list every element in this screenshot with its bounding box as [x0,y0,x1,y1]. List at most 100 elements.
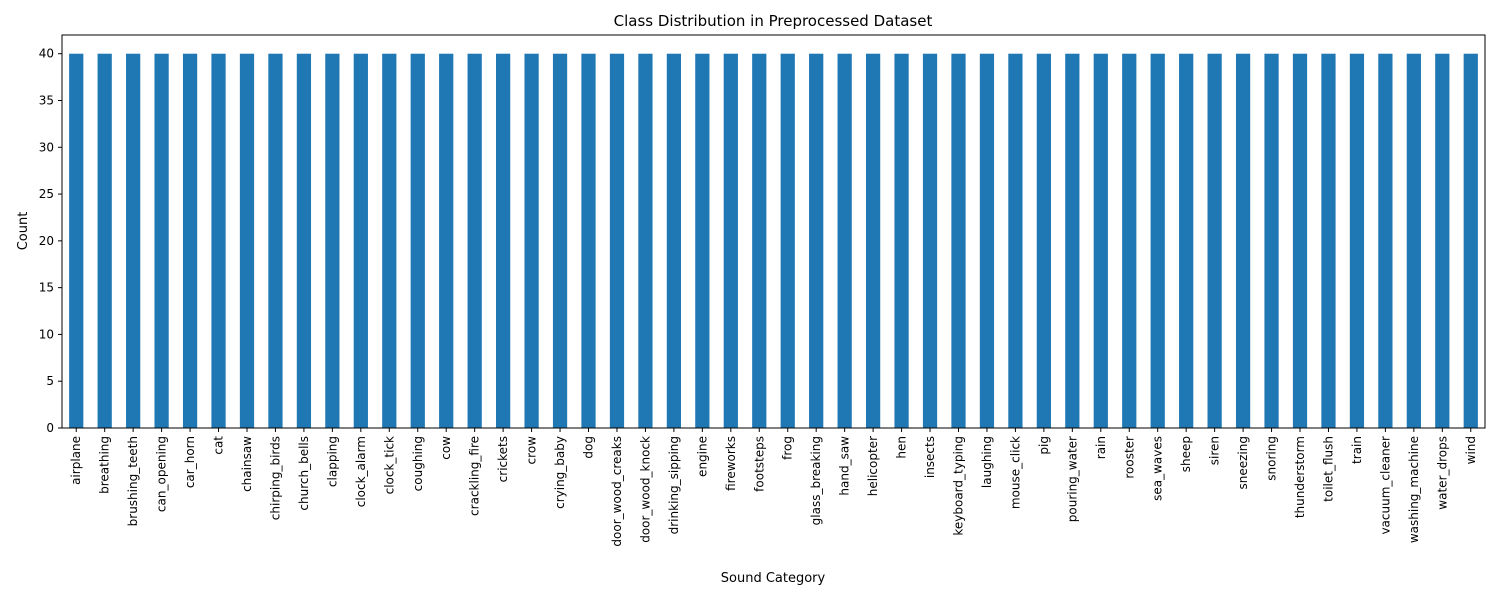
bar-rooster [1122,53,1137,428]
x-tick-label: hen [895,436,909,459]
x-tick-label: door_wood_knock [638,436,652,543]
bar-brushing_teeth [126,53,141,428]
y-axis: 0 5 10 15 20 25 30 35 40 [39,47,62,435]
x-tick-label: fireworks [724,436,738,491]
bar-chirping_birds [268,53,283,428]
x-tick-label: washing_machine [1407,436,1421,543]
bar-dog [581,53,596,428]
bar-glass_breaking [809,53,824,428]
bar-sheep [1179,53,1194,428]
x-tick-label: helicopter [866,436,880,496]
x-tick-label: thunderstorm [1293,436,1307,518]
bar-door_wood_knock [638,53,653,428]
x-tick-label: vacuum_cleaner [1378,436,1392,535]
bar-chainsaw [239,53,255,428]
bar-footsteps [752,53,767,428]
x-tick-label: frog [781,436,795,460]
x-tick-label: rooster [1122,436,1136,479]
x-tick-label: water_drops [1435,436,1449,510]
bar-thunderstorm [1292,53,1308,428]
bar-rain [1093,53,1108,428]
x-tick-label: footsteps [752,436,766,492]
y-tick-label: 35 [39,94,54,108]
bar-snoring [1264,53,1279,428]
x-tick-label: sheep [1179,436,1193,472]
x-tick-label: cat [212,436,226,455]
bar-airplane [69,53,84,428]
y-tick-label: 5 [46,374,54,388]
x-tick-label: engine [695,436,709,477]
x-tick-label: can_opening [155,436,169,512]
bar-hen [894,53,909,428]
bar-hand_saw [837,53,852,428]
bar-crying_baby [552,53,568,428]
x-axis-label: Sound Category [721,571,826,586]
x-tick-label: siren [1208,436,1222,465]
x-tick-label: cow [439,436,453,460]
bar-drinking_sipping [666,53,682,428]
y-axis-label: Count [16,212,31,251]
bar-door_wood_creaks [609,53,625,428]
x-tick-label: crying_baby [553,436,567,509]
x-tick-label: toilet_flush [1321,436,1335,502]
bar-cow [439,53,454,428]
bar-keyboard_typing [951,53,966,428]
x-tick-label: mouse_click [1008,436,1022,509]
bar-breathing [97,53,112,428]
y-tick-label: 30 [39,140,54,154]
bar-washing_machine [1406,53,1421,428]
x-tick-label: keyboard_typing [951,436,965,536]
x-tick-label: sea_waves [1151,436,1165,501]
bar-sea_waves [1150,53,1165,428]
bar-insects [922,53,938,428]
x-tick-label: crow [525,436,539,465]
bar-cat [211,53,226,428]
bar-church_bells [296,53,312,428]
x-tick-label: drinking_sipping [667,436,681,534]
plot-frame [61,34,1486,429]
x-tick-label: rain [1094,436,1108,459]
bar-siren [1207,53,1222,428]
bar-clock_tick [382,53,397,428]
x-tick-label: church_bells [297,436,311,511]
bar-crackling_fire [467,53,482,428]
x-tick-label: insects [923,436,937,478]
y-tick-label: 10 [39,327,54,341]
x-tick-label: door_wood_creaks [610,436,624,547]
bar-crow [524,53,539,428]
bar-vacuum_cleaner [1378,53,1393,428]
x-tick-label: glass_breaking [809,436,823,525]
x-tick-label: train [1350,436,1364,464]
y-tick-label: 25 [39,187,54,201]
x-tick-label: chirping_birds [268,436,282,520]
bar-sneezing [1235,53,1251,428]
bar-toilet_flush [1321,53,1336,428]
bar-clapping [325,53,340,428]
x-tick-label: car_horn [183,436,197,488]
x-tick-label: wind [1464,436,1478,464]
bar-helicopter [865,53,881,428]
x-tick-label: brushing_teeth [126,436,140,526]
x-tick-label: chainsaw [240,436,254,492]
bar-can_opening [154,53,169,428]
x-tick-label: dog [582,436,596,459]
bar-clock_alarm [353,53,368,428]
x-tick-label: clock_alarm [354,436,368,507]
bar-coughing [410,53,425,428]
x-tick-label: pig [1037,436,1051,455]
bar-crickets [496,53,511,428]
x-tick-label: sneezing [1236,436,1250,489]
bar-wind [1463,53,1478,428]
x-tick-label: airplane [69,436,83,485]
x-tick-label: coughing [411,436,425,491]
bar-fireworks [723,53,738,428]
chart-title: Class Distribution in Preprocessed Datas… [614,12,933,30]
x-tick-label: clock_tick [382,436,396,494]
bar-laughing [979,53,995,428]
x-tick-label: clapping [325,436,339,487]
y-tick-label: 15 [39,281,54,295]
x-axis: airplane breathing brushing_teeth can_openi… [69,428,1478,547]
bar-car_horn [182,53,198,428]
bar-train [1349,53,1365,428]
